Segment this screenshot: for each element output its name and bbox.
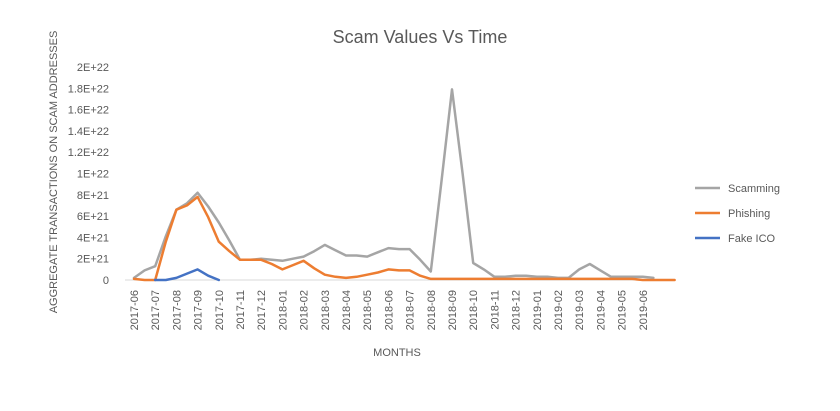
y-tick-label: 0 [103, 275, 109, 287]
x-tick-label: 2018-10 [468, 290, 480, 330]
x-tick-label: 2018-12 [511, 290, 523, 330]
y-tick-label: 2E+22 [77, 62, 109, 74]
x-tick-label: 2019-02 [553, 290, 565, 330]
legend-label-phishing: Phishing [728, 208, 770, 220]
series-layer [132, 88, 676, 282]
x-tick-label: 2018-08 [426, 290, 438, 330]
x-tick-label: 2018-07 [405, 290, 417, 330]
x-tick-label: 2017-07 [150, 290, 162, 330]
x-tick-label: 2018-01 [277, 290, 289, 330]
y-axis-ticks: 0 2E+21 4E+21 6E+21 8E+21 1E+22 1.2E+22 1.4E+22… [68, 62, 109, 287]
y-tick-label: 6E+21 [77, 211, 109, 223]
y-tick-label: 1.4E+22 [68, 126, 109, 138]
y-tick-label: 1.6E+22 [68, 105, 109, 117]
y-tick-label: 1.8E+22 [68, 83, 109, 95]
x-tick-label: 2019-06 [638, 290, 650, 330]
y-axis-title: AGGREGATE TRANSACTIONS ON SCAM ADDRESSES [48, 31, 60, 314]
x-tick-label: 2018-06 [383, 290, 395, 330]
x-axis-title: MONTHS [373, 347, 421, 359]
x-tick-label: 2017-08 [171, 290, 183, 330]
x-tick-label: 2019-05 [617, 290, 629, 330]
x-tick-label: 2017-12 [256, 290, 268, 330]
x-tick-label: 2018-11 [489, 290, 501, 330]
x-tick-label: 2019-04 [595, 290, 607, 330]
x-tick-label: 2017-09 [193, 290, 205, 330]
y-tick-label: 4E+21 [77, 232, 109, 244]
series-line-scamming [132, 88, 655, 280]
y-tick-label: 1E+22 [77, 169, 109, 181]
x-tick-label: 2018-02 [299, 290, 311, 330]
x-tick-label: 2017-06 [129, 290, 141, 330]
chart-title: Scam Values Vs Time [333, 27, 508, 47]
y-tick-label: 1.2E+22 [68, 147, 109, 159]
x-tick-label: 2018-03 [320, 290, 332, 330]
x-tick-label: 2019-01 [532, 290, 544, 330]
x-tick-label: 2018-05 [362, 290, 374, 330]
legend-label-scamming: Scamming [728, 183, 780, 195]
legend: Scamming Phishing Fake ICO [695, 183, 780, 245]
series-line-fake-ico [153, 268, 221, 282]
y-tick-label: 8E+21 [77, 190, 109, 202]
x-axis-ticks: 2017-06 2017-07 2017-08 2017-09 2017-10 2017-… [129, 290, 650, 330]
y-tick-label: 2E+21 [77, 254, 109, 266]
x-tick-label: 2017-11 [235, 290, 247, 330]
x-tick-label: 2019-03 [574, 290, 586, 330]
series-line-phishing [132, 195, 676, 282]
legend-label-fake-ico: Fake ICO [728, 233, 776, 245]
x-tick-label: 2018-09 [447, 290, 459, 330]
x-tick-label: 2018-04 [341, 290, 353, 330]
x-tick-label: 2017-10 [214, 290, 226, 330]
